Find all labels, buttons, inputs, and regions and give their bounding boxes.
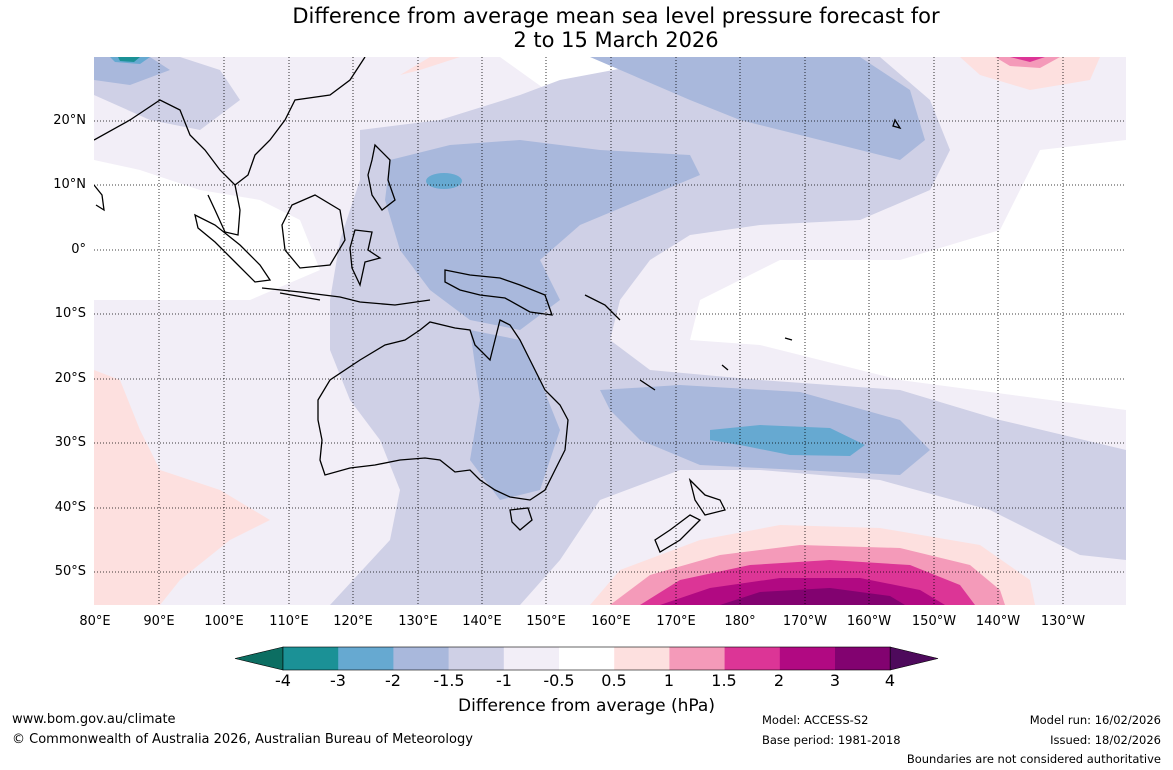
lon-label-180: 180° bbox=[724, 614, 756, 629]
colorbar-label: 1 bbox=[663, 671, 675, 690]
lon-label-90e: 90°E bbox=[143, 614, 175, 629]
lon-label-80e: 80°E bbox=[79, 614, 111, 629]
colorbar-extend-high bbox=[889, 646, 939, 671]
lat-label-20s: 20°S bbox=[54, 371, 86, 386]
contour-pos-3 bbox=[720, 588, 905, 605]
lon-label-170w: 170°W bbox=[782, 614, 828, 629]
title-line-1: Difference from average mean sea level p… bbox=[292, 4, 940, 28]
lon-label-150e: 150°E bbox=[526, 614, 566, 629]
lon-label-160w: 160°W bbox=[846, 614, 892, 629]
colorbar-extend-low bbox=[234, 646, 284, 671]
colorbar-border bbox=[282, 646, 891, 671]
colorbar-swatch bbox=[614, 647, 670, 670]
lon-label-160e: 160°E bbox=[591, 614, 631, 629]
colorbar-swatch bbox=[559, 647, 615, 670]
coastlines bbox=[94, 57, 902, 553]
copyright-text: © Commonwealth of Australia 2026, Austra… bbox=[12, 732, 473, 747]
lon-label-100e: 100°E bbox=[204, 614, 244, 629]
colorbar-label: -4 bbox=[275, 671, 291, 690]
colorbar bbox=[234, 646, 939, 671]
colorbar-title: Difference from average (hPa) bbox=[458, 696, 715, 716]
colorbar-label: 2 bbox=[773, 671, 785, 690]
lon-label-140w: 140°W bbox=[975, 614, 1021, 629]
colorbar-label: -3 bbox=[330, 671, 346, 690]
colorbar-swatch bbox=[724, 647, 781, 670]
lat-label-50s: 50°S bbox=[54, 564, 86, 579]
colorbar-label: 4 bbox=[884, 671, 896, 690]
lon-label-120e: 120°E bbox=[333, 614, 373, 629]
lon-label-140e: 140°E bbox=[462, 614, 502, 629]
colorbar-swatch bbox=[669, 647, 726, 670]
model-run-text: Model run: 16/02/2026 bbox=[1029, 713, 1161, 727]
colorbar-label: 0.5 bbox=[601, 671, 627, 690]
map-title: Difference from average mean sea level p… bbox=[0, 4, 1173, 52]
colorbar-label: -2 bbox=[385, 671, 401, 690]
colorbar-label: 3 bbox=[829, 671, 841, 690]
graticule bbox=[94, 57, 1126, 605]
lat-label-10s: 10°S bbox=[54, 306, 86, 321]
lon-label-110e: 110°E bbox=[269, 614, 309, 629]
website-link[interactable]: www.bom.gov.au/climate bbox=[12, 712, 176, 727]
lon-label-170e: 170°E bbox=[656, 614, 696, 629]
lat-label-30s: 30°S bbox=[54, 435, 86, 450]
contour-neg-3 bbox=[118, 57, 140, 62]
lon-label-130e: 130°E bbox=[398, 614, 438, 629]
colorbar-swatch bbox=[779, 647, 836, 670]
issued-text: Issued: 18/02/2026 bbox=[1050, 733, 1161, 747]
lat-label-20n: 20°N bbox=[53, 113, 86, 128]
contour-neg-1.5 bbox=[94, 57, 930, 500]
title-line-2: 2 to 15 March 2026 bbox=[513, 28, 719, 52]
map-frame bbox=[94, 57, 1126, 605]
lon-label-130w: 130°W bbox=[1040, 614, 1086, 629]
colorbar-label: -0.5 bbox=[543, 671, 575, 690]
disclaimer-text: Boundaries are not considered authoritat… bbox=[906, 752, 1161, 766]
colorbar-swatch bbox=[393, 647, 450, 670]
colorbar-swatch bbox=[835, 647, 891, 670]
colorbar-label: -1 bbox=[496, 671, 512, 690]
colorbar-label: 1.5 bbox=[711, 671, 737, 690]
colorbar-swatch bbox=[338, 647, 394, 670]
colorbar-label: -1.5 bbox=[433, 671, 465, 690]
model-text: Model: ACCESS-S2 bbox=[762, 713, 869, 727]
colorbar-swatch bbox=[503, 647, 560, 670]
colorbar-swatch bbox=[283, 647, 339, 670]
lon-label-150w: 150°W bbox=[911, 614, 957, 629]
lat-label-40s: 40°S bbox=[54, 500, 86, 515]
base-period-text: Base period: 1981-2018 bbox=[762, 733, 901, 747]
lat-label-0: 0° bbox=[71, 242, 86, 257]
lat-label-10n: 10°N bbox=[53, 177, 86, 192]
colorbar-swatch bbox=[448, 647, 505, 670]
